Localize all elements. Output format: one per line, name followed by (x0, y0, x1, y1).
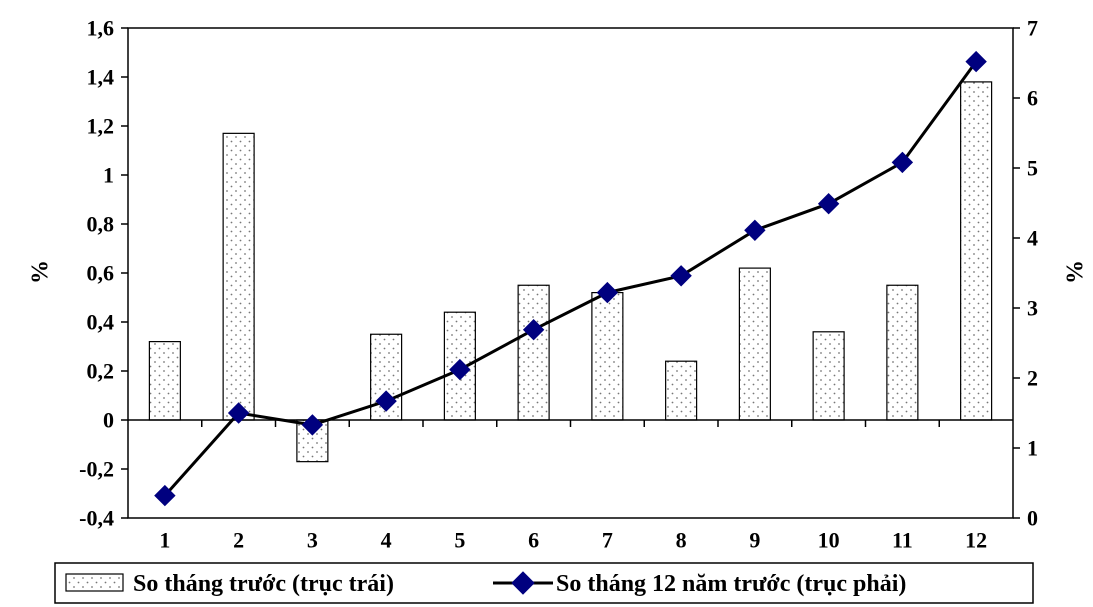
bar-7 (591, 292, 624, 421)
bar-11 (886, 284, 919, 421)
bar-2 (222, 132, 255, 421)
x-tick-label-5: 5 (454, 528, 465, 553)
x-tick-label-1: 1 (159, 528, 170, 553)
legend-bar-label: So tháng trước (trục trái) (133, 571, 394, 597)
x-tick-label-10: 10 (818, 528, 840, 553)
legend-line-marker (511, 571, 535, 595)
line-point-11 (891, 151, 914, 174)
line-point-1 (154, 484, 176, 507)
x-tick-label-12: 12 (965, 528, 987, 553)
line-point-7 (596, 281, 619, 304)
line-point-4 (375, 390, 397, 412)
y-axis-right-title: % (1063, 260, 1089, 284)
legend-line-label: So tháng 12 năm trước (trục phải) (556, 571, 906, 597)
y-axis-left: -0,4 -0,2 0 0,2 0,4 0,6 0,8 1 1,2 1,4 1,6 (79, 16, 128, 531)
legend: So tháng trước (trục trái) So tháng 12 n… (54, 562, 1034, 604)
y-left-tick-label: 0,4 (87, 310, 115, 335)
y-left-tick-label: 0,2 (87, 359, 115, 384)
x-tick-label-4: 4 (381, 528, 392, 553)
line-point-2 (227, 402, 250, 424)
bar-9 (738, 267, 771, 421)
y-left-tick-label: 0 (103, 408, 114, 433)
x-axis-labels: 1 2 3 4 5 6 7 8 9 10 11 12 (159, 528, 987, 553)
y-left-tick-label: 1,6 (87, 16, 115, 41)
line-point-9 (744, 219, 766, 242)
y-left-tick-label: 0,6 (87, 261, 115, 286)
y-right-tick-label: 1 (1027, 436, 1038, 461)
y-right-tick-label: 7 (1027, 16, 1038, 41)
x-tick-label-8: 8 (676, 528, 687, 553)
plot-area-frame (127, 27, 1014, 519)
y-axis-left-title: % (28, 260, 54, 284)
line-point-6 (522, 318, 545, 341)
y-left-tick-label: 1 (103, 163, 114, 188)
y-left-tick-label: -0,4 (79, 506, 114, 531)
y-right-tick-label: 6 (1027, 86, 1038, 111)
line-point-8 (670, 265, 692, 287)
y-right-tick-label: 5 (1027, 156, 1038, 181)
line-point-12 (965, 50, 987, 73)
x-tick-label-11: 11 (892, 528, 913, 553)
y-left-tick-label: -0,2 (79, 457, 114, 482)
line-series-layer (154, 50, 987, 507)
x-tick-label-2: 2 (233, 528, 244, 553)
x-tick-label-3: 3 (307, 528, 318, 553)
y-axis-right: 0 1 2 3 4 5 6 7 (1013, 16, 1038, 531)
line-series (163, 60, 978, 497)
line-point-3 (301, 414, 324, 436)
bar-6 (517, 284, 550, 421)
x-tick-label-9: 9 (749, 528, 760, 553)
y-right-tick-label: 4 (1027, 226, 1038, 251)
bar-8 (665, 360, 698, 421)
legend-bar-swatch (65, 573, 124, 592)
y-left-tick-label: 1,4 (87, 65, 115, 90)
x-axis (128, 419, 1013, 427)
y-right-tick-label: 2 (1027, 366, 1038, 391)
x-tick-label-6: 6 (528, 528, 539, 553)
bar-10 (812, 331, 845, 421)
bar-12 (960, 81, 993, 421)
y-right-tick-label: 0 (1027, 506, 1038, 531)
y-right-tick-label: 3 (1027, 296, 1038, 321)
bars-layer (148, 81, 993, 463)
y-left-tick-label: 1,2 (87, 114, 115, 139)
x-tick-label-7: 7 (602, 528, 613, 553)
y-left-tick-label: 0,8 (87, 212, 115, 237)
line-point-5 (449, 358, 471, 381)
line-point-10 (817, 192, 840, 215)
bar-1 (148, 341, 181, 421)
